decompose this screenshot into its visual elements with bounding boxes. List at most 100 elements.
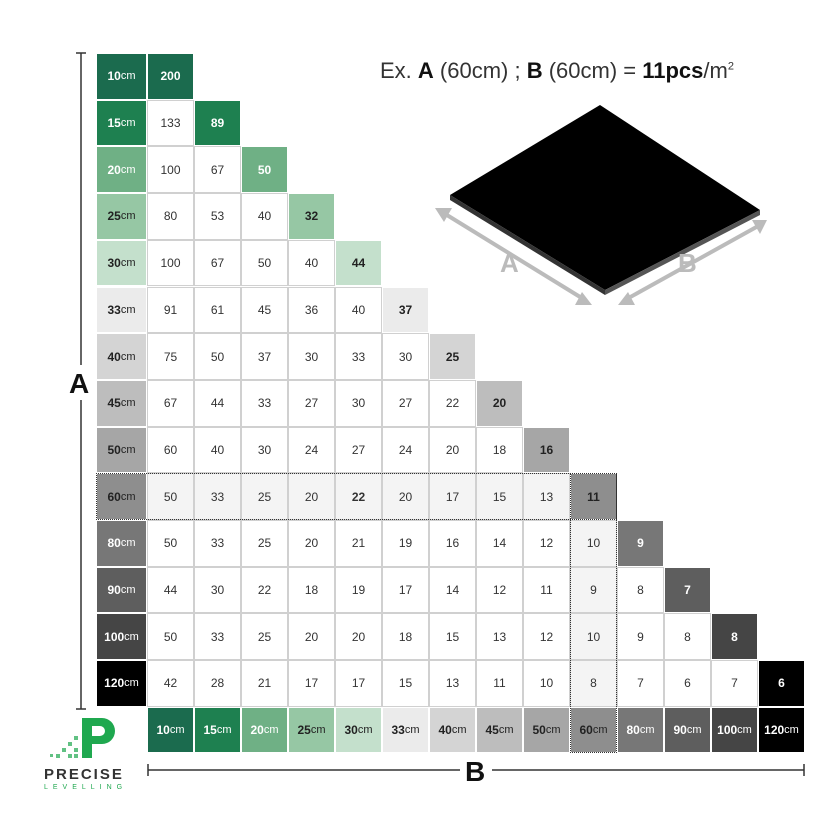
quantity-cell: 27	[288, 379, 335, 427]
size-value: 50	[532, 723, 546, 738]
quantity-cell: 30	[335, 379, 382, 427]
column-header-b: 25 cm	[288, 706, 335, 754]
axis-b-label: B	[465, 756, 486, 787]
size-unit: cm	[545, 724, 561, 737]
size-value: 20	[250, 723, 264, 738]
quantity-cell: 75	[147, 333, 194, 380]
column-header-b: 15 cm	[194, 706, 241, 754]
example-caption: Ex. A (60cm) ; B (60cm) = 11pcs/m2	[380, 58, 734, 84]
size-value: 25	[297, 723, 311, 738]
size-unit: cm	[686, 724, 702, 737]
logo-name: PRECISE	[44, 766, 124, 783]
quantity-cell: 8	[617, 566, 664, 614]
size-unit: cm	[120, 163, 136, 176]
size-value: 33	[107, 302, 121, 317]
caption-unit: /m	[703, 58, 728, 83]
size-unit: cm	[124, 677, 139, 690]
quantity-cell: 27	[335, 426, 382, 474]
size-value: 100	[717, 723, 738, 738]
quantity-cell: 30	[241, 426, 288, 474]
quantity-cell: 12	[523, 520, 570, 567]
quantity-cell: 33	[194, 613, 241, 661]
size-value: 80	[107, 536, 121, 551]
quantity-cell: 10	[570, 520, 617, 567]
quantity-cell: 36	[288, 286, 335, 334]
quantity-cell: 42	[147, 660, 194, 707]
quantity-cell: 50	[147, 613, 194, 661]
quantity-cell: 50	[147, 473, 194, 520]
quantity-cell: 10	[523, 660, 570, 707]
quantity-cell: 17	[288, 660, 335, 707]
size-value: 45	[107, 396, 121, 411]
size-value: 33	[391, 723, 405, 738]
quantity-cell: 19	[335, 566, 382, 614]
quantity-cell: 22	[335, 473, 382, 520]
quantity-cell: 67	[194, 239, 241, 287]
quantity-cell: 67	[194, 146, 241, 194]
diagonal-cell: 8	[711, 613, 758, 661]
size-unit: cm	[120, 70, 136, 83]
size-unit: cm	[120, 117, 136, 130]
size-value: 15	[203, 723, 217, 738]
size-value: 30	[107, 256, 121, 271]
quantity-cell: 9	[617, 613, 664, 661]
size-value: 80	[626, 723, 640, 738]
quantity-cell: 13	[523, 473, 570, 520]
caption-unit-sup: 2	[727, 60, 734, 73]
size-unit: cm	[784, 724, 799, 737]
quantity-cell: 50	[241, 239, 288, 287]
diagonal-cell: 25	[429, 333, 476, 380]
column-header-b: 50 cm	[523, 706, 570, 754]
quantity-cell: 21	[335, 520, 382, 567]
illustration-label-b: B	[678, 248, 697, 278]
diagonal-cell: 89	[194, 99, 241, 147]
size-unit: cm	[310, 724, 326, 737]
diagonal-cell: 44	[335, 239, 382, 287]
quantity-cell: 25	[241, 613, 288, 661]
quantity-cell: 21	[241, 660, 288, 707]
quantity-cell: 20	[382, 473, 429, 520]
quantity-cell: 11	[476, 660, 523, 707]
row-header-a: 45 cm	[96, 379, 147, 427]
size-unit: cm	[498, 724, 514, 737]
quantity-cell: 100	[147, 146, 194, 194]
diagonal-cell: 37	[382, 286, 429, 334]
quantity-cell: 20	[288, 613, 335, 661]
diagonal-cell: 7	[664, 566, 711, 614]
column-header-b: 30 cm	[335, 706, 382, 754]
size-unit: cm	[120, 350, 136, 363]
caption-prefix: Ex.	[380, 58, 418, 83]
quantity-cell: 22	[241, 566, 288, 614]
row-header-a: 50 cm	[96, 426, 147, 474]
size-unit: cm	[120, 490, 136, 503]
row-header-a: 60 cm	[96, 473, 147, 520]
row-header-a: 80 cm	[96, 520, 147, 567]
quantity-cell: 61	[194, 286, 241, 334]
size-value: 100	[104, 629, 125, 644]
quantity-cell: 13	[429, 660, 476, 707]
size-unit: cm	[120, 397, 136, 410]
quantity-cell: 15	[476, 473, 523, 520]
quantity-cell: 50	[147, 520, 194, 567]
size-unit: cm	[592, 724, 608, 737]
quantity-cell: 44	[194, 379, 241, 427]
size-unit: cm	[169, 724, 185, 737]
quantity-cell: 37	[241, 333, 288, 380]
quantity-cell: 17	[335, 660, 382, 707]
caption-b-value: (60cm) =	[542, 58, 643, 83]
tile-illustration: A B	[435, 105, 767, 305]
size-value: 10	[107, 69, 121, 84]
column-header-b: 40 cm	[429, 706, 476, 754]
quantity-cell: 27	[382, 379, 429, 427]
quantity-cell: 12	[523, 613, 570, 661]
quantity-cell: 24	[382, 426, 429, 474]
quantity-cell: 12	[476, 566, 523, 614]
logo-p-icon	[50, 718, 115, 758]
diagonal-cell: 6	[758, 660, 805, 707]
size-unit: cm	[216, 724, 232, 737]
quantity-cell: 20	[429, 426, 476, 474]
quantity-cell: 40	[194, 426, 241, 474]
quantity-cell: 40	[288, 239, 335, 287]
quantity-cell: 67	[147, 379, 194, 427]
